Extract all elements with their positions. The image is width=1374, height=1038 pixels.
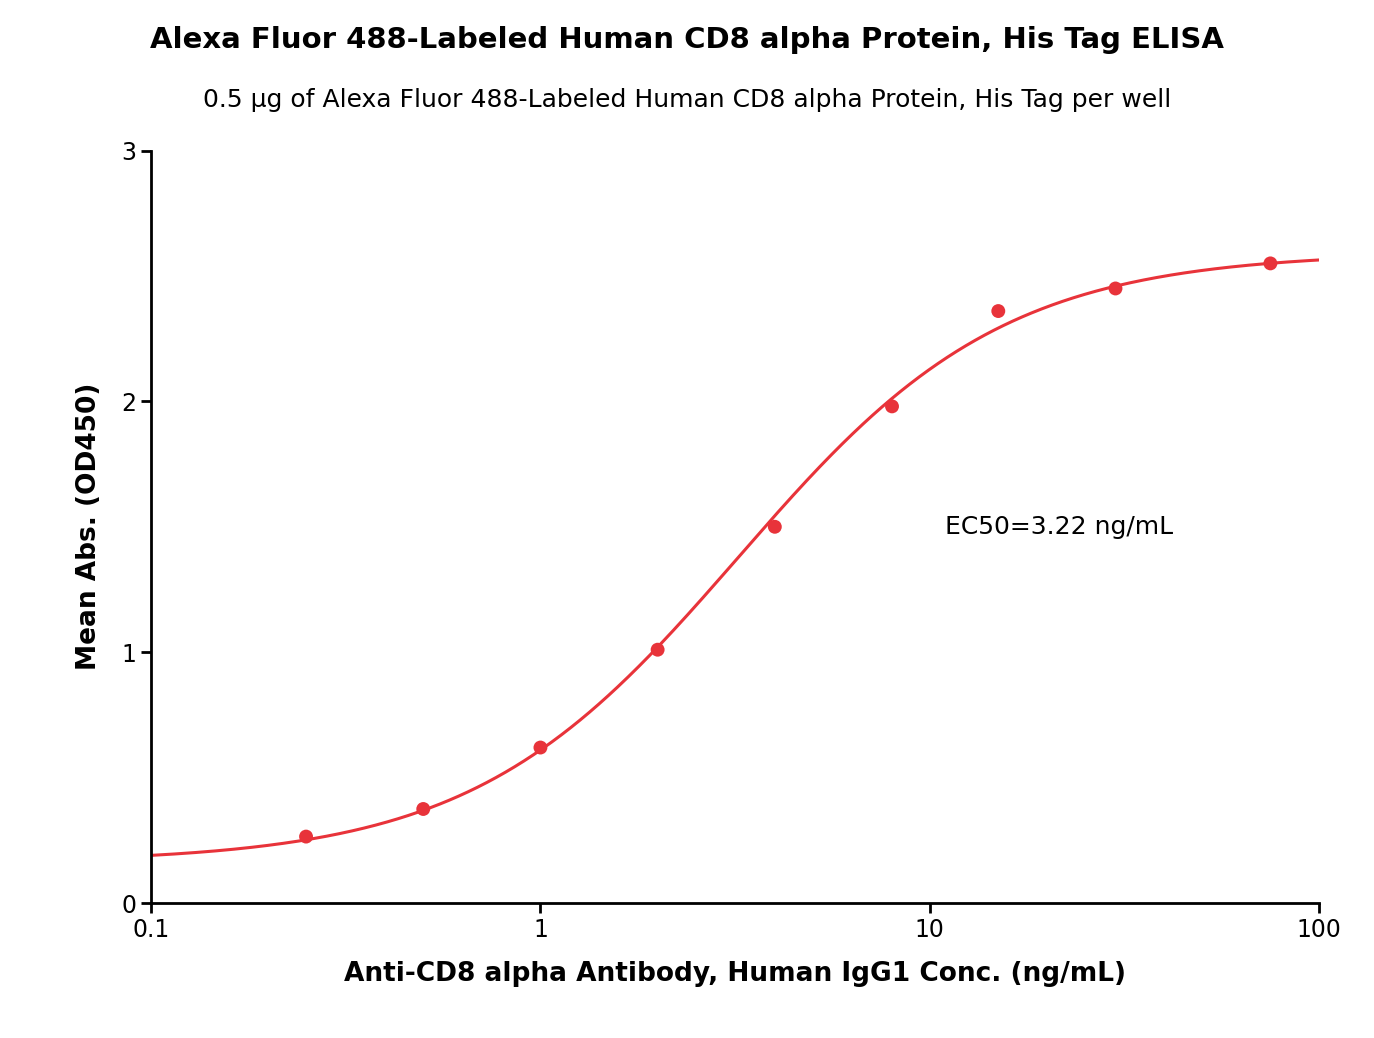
Point: [412, 800, 434, 817]
Point: [1105, 280, 1127, 297]
Point: [529, 739, 551, 756]
Point: [881, 399, 903, 415]
Point: [295, 828, 317, 845]
Text: 0.5 μg of Alexa Fluor 488-Labeled Human CD8 alpha Protein, His Tag per well: 0.5 μg of Alexa Fluor 488-Labeled Human …: [203, 88, 1171, 112]
X-axis label: Anti-CD8 alpha Antibody, Human IgG1 Conc. (ng/mL): Anti-CD8 alpha Antibody, Human IgG1 Conc…: [344, 961, 1127, 987]
Point: [1260, 255, 1282, 272]
Y-axis label: Mean Abs. (OD450): Mean Abs. (OD450): [76, 383, 102, 671]
Point: [764, 519, 786, 536]
Point: [647, 641, 669, 658]
Text: Alexa Fluor 488-Labeled Human CD8 alpha Protein, His Tag ELISA: Alexa Fluor 488-Labeled Human CD8 alpha …: [150, 26, 1224, 54]
Point: [988, 303, 1010, 320]
Text: EC50=3.22 ng/mL: EC50=3.22 ng/mL: [945, 515, 1173, 539]
